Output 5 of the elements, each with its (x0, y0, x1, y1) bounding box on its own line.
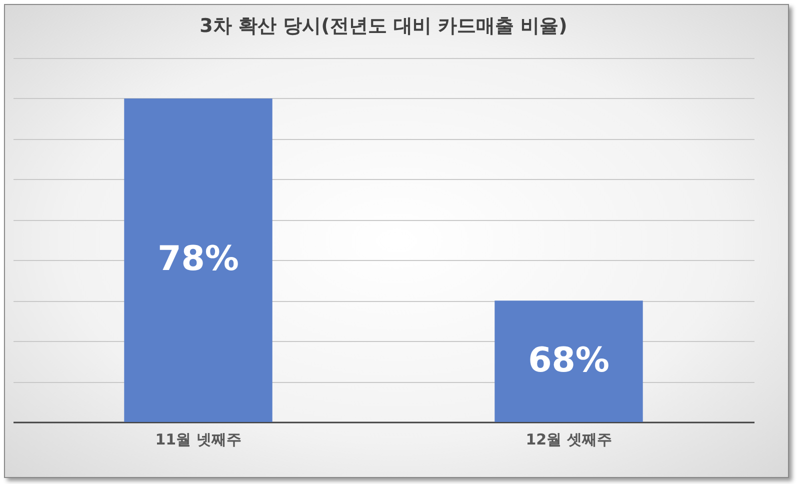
x-tick-label: 12월 셋째주 (526, 430, 612, 448)
data-label: 68% (528, 340, 610, 380)
data-label: 78% (158, 239, 239, 280)
x-tick-label: 11월 넷째주 (155, 430, 242, 448)
chart-title: 3차 확산 당시(전년도 대비 카드매출 비율) (200, 15, 568, 37)
